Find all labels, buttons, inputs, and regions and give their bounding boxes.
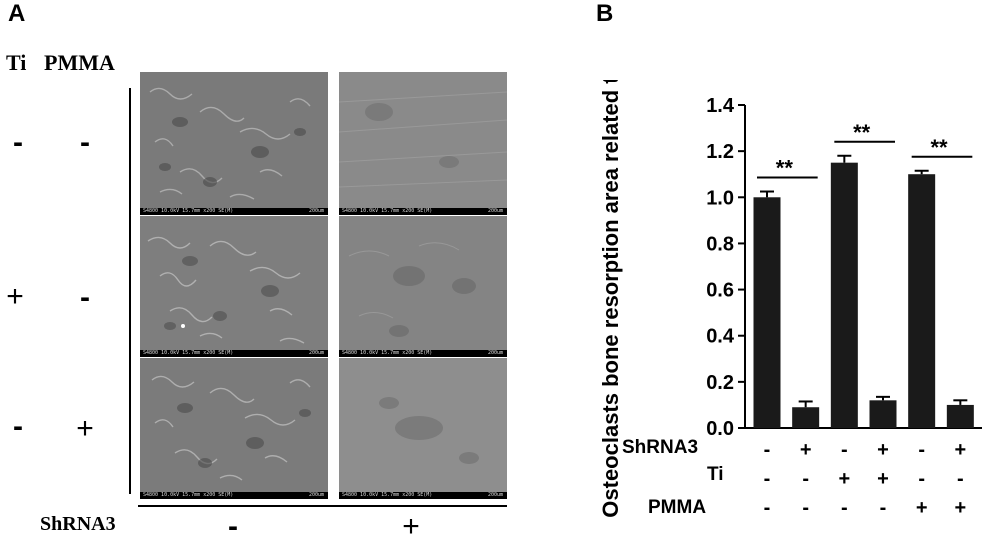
y-tick-label: 1.2: [706, 141, 734, 163]
y-tick-label: 0.4: [706, 326, 735, 348]
significance-label: **: [776, 156, 794, 181]
row3-pmma-sign: +: [76, 412, 94, 445]
condition-sign: +: [877, 439, 889, 461]
shrna-plus-column-sign: +: [402, 510, 420, 543]
condition-sign: +: [915, 497, 928, 519]
y-axis-label: Osteoclasts bone resorption area related…: [598, 80, 623, 518]
row1-pmma-sign: -: [80, 126, 90, 159]
bar: [792, 407, 820, 428]
y-tick-label: 0.2: [706, 372, 734, 394]
sem-image-ti-shrna-plus: S4800 10.0kV 15.7mm x200 SE(M) 200um: [339, 216, 507, 357]
row2-pmma-sign: -: [80, 281, 90, 314]
row-label-shrna3: ShRNA3: [622, 437, 699, 458]
condition-sign: -: [802, 497, 809, 519]
y-tick-label: 0.6: [706, 280, 734, 302]
bar-chart: Osteoclasts bone resorption area related…: [598, 80, 982, 518]
row1-ti-sign: -: [13, 126, 23, 159]
panel-a-label: A: [8, 0, 26, 27]
condition-sign: -: [918, 468, 925, 490]
sem-image-pmma-shrna-plus: S4800 10.0kV 15.7mm x200 SE(M) 200um: [339, 358, 507, 499]
condition-sign: -: [763, 439, 771, 461]
row-label-ti: Ti: [707, 464, 724, 485]
condition-sign: -: [879, 497, 887, 519]
condition-sign: -: [840, 497, 848, 519]
row2-ti-sign: +: [6, 280, 24, 313]
y-tick-label: 1.4: [706, 95, 735, 117]
condition-sign: +: [954, 439, 967, 461]
sem-image-ctrl-shrna-plus: S4800 10.0kV 15.7mm x200 SE(M) 200um: [339, 72, 507, 215]
condition-sign: +: [954, 497, 967, 519]
bar: [946, 404, 974, 428]
condition-sign: -: [956, 468, 964, 490]
row3-ti-sign: -: [13, 410, 23, 443]
condition-sign: -: [763, 468, 771, 490]
row-label-pmma: PMMA: [648, 497, 707, 518]
significance-label: **: [853, 120, 871, 145]
condition-sign: +: [877, 468, 889, 490]
sem-image-ctrl-shrna-minus: S4800 10.0kV 15.7mm x200 SE(M) 200um: [140, 72, 328, 215]
y-tick-label: 1.0: [706, 187, 734, 209]
condition-sign: -: [918, 439, 925, 461]
condition-sign: -: [763, 497, 771, 519]
shrna-axis-line: [138, 505, 507, 507]
condition-sign: -: [840, 439, 848, 461]
bar: [869, 400, 897, 428]
pmma-header: PMMA: [44, 50, 115, 75]
bar: [908, 174, 936, 428]
sem-image-pmma-shrna-minus: S4800 10.0kV 15.7mm x200 SE(M) 200um: [140, 358, 328, 499]
condition-sign: -: [802, 468, 809, 490]
bar: [830, 162, 858, 428]
y-tick-label: 0.0: [706, 418, 734, 440]
sem-image-ti-shrna-minus: S4800 10.0kV 15.7mm x200 SE(M) 200um: [140, 216, 328, 357]
significance-label: **: [930, 135, 948, 160]
vertical-divider: [129, 88, 131, 494]
condition-sign: +: [799, 439, 812, 461]
shrna-bottom-label: ShRNA3: [40, 513, 116, 535]
y-tick-label: 0.8: [706, 233, 734, 255]
condition-sign: +: [838, 468, 851, 490]
shrna-minus-column-sign: -: [228, 510, 238, 543]
bar: [753, 197, 781, 428]
ti-header: Ti: [6, 50, 27, 75]
panel-b-label: B: [596, 0, 614, 27]
